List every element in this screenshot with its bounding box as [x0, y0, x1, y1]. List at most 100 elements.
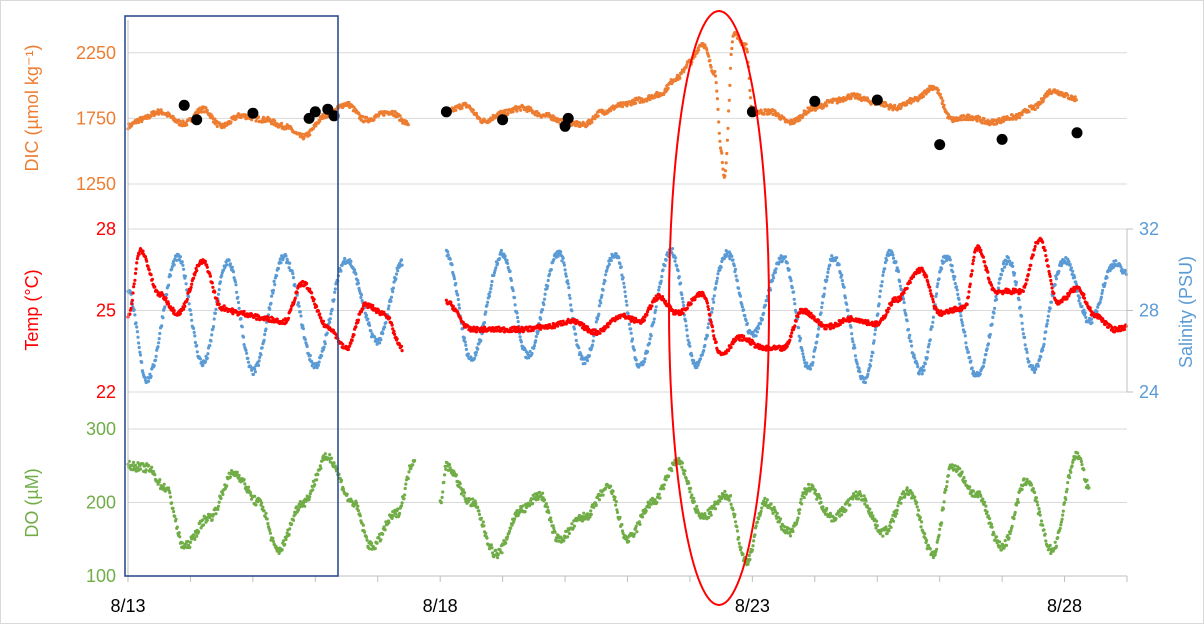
salinity-point — [1103, 281, 1107, 285]
salinity-point — [271, 291, 275, 295]
salinity-point — [279, 261, 283, 265]
temperature-point — [183, 304, 187, 308]
salinity-point — [198, 357, 202, 361]
salinity-point — [805, 361, 809, 365]
salinity-point — [487, 294, 492, 298]
salinity-point — [330, 307, 334, 311]
do-point — [356, 509, 360, 513]
salinity-point — [1010, 261, 1014, 265]
salinity-point — [230, 265, 234, 269]
dic-point — [715, 89, 719, 93]
do-point — [186, 539, 190, 544]
salinity-point — [740, 302, 744, 306]
dic-point — [921, 94, 926, 98]
salinity-point — [262, 338, 266, 342]
temperature-point — [708, 313, 712, 317]
salinity-point — [713, 286, 718, 290]
salinity-point — [158, 331, 162, 336]
temperature-point — [970, 269, 974, 273]
temperature-point — [132, 285, 136, 289]
do-point — [365, 538, 369, 542]
salinity-point — [605, 268, 609, 272]
do-point — [180, 541, 184, 545]
dic-point — [200, 110, 204, 114]
do-point — [382, 525, 386, 529]
salinity-point — [830, 254, 834, 258]
temperature-point — [645, 313, 649, 317]
temperature-point — [926, 283, 931, 287]
temperature-point — [785, 344, 789, 348]
salinity-point — [968, 355, 972, 359]
salinity-point — [273, 283, 277, 287]
do-point — [228, 475, 232, 479]
salinity-point — [476, 347, 480, 351]
salinity-point — [930, 325, 934, 329]
dic-point — [457, 103, 462, 107]
temperature-point — [459, 317, 463, 321]
do-point — [168, 495, 173, 499]
do-panel — [126, 450, 1091, 567]
salinity-point — [871, 341, 876, 345]
salinity-point — [201, 363, 205, 367]
salinity-point — [236, 300, 241, 305]
salinity-point — [621, 276, 625, 280]
temperature-point — [1048, 274, 1052, 278]
dic-point — [938, 92, 942, 96]
salinity-point — [670, 251, 674, 255]
salinity-point — [497, 257, 502, 261]
dic-point — [1020, 113, 1024, 117]
temperature-point — [606, 325, 610, 329]
temperature-point — [693, 298, 697, 302]
salinity-point — [898, 279, 902, 284]
do-point — [381, 532, 385, 536]
temperature-point — [1119, 328, 1123, 333]
salinity-point — [1095, 310, 1099, 314]
salinity-point — [579, 352, 583, 356]
temperature-point — [318, 312, 322, 316]
dic-point — [596, 114, 600, 118]
salinity-point — [816, 333, 820, 337]
salinity-point — [623, 290, 627, 294]
salinity-point — [624, 299, 628, 303]
salinity-point — [466, 352, 470, 356]
salinity-point — [339, 269, 343, 273]
salinity-point — [218, 280, 222, 284]
salinity-point — [160, 324, 164, 328]
do-point — [217, 500, 221, 504]
salinity-point — [996, 286, 1001, 290]
temperature-point — [711, 329, 715, 333]
salinity-point — [157, 337, 161, 341]
salinity-point — [316, 363, 320, 367]
temperature-point — [286, 316, 291, 320]
salinity-point — [1053, 283, 1057, 287]
dic-point — [1018, 116, 1022, 120]
salinity-point — [296, 301, 301, 305]
do-point — [162, 485, 166, 490]
salinity-point — [842, 285, 846, 289]
salinity-point — [1001, 269, 1005, 273]
salinity-point — [813, 346, 818, 350]
salinity-point — [1013, 271, 1017, 275]
dic-point — [1036, 105, 1040, 109]
salinity-point — [742, 308, 746, 312]
salinity-point — [464, 347, 468, 351]
salinity-point — [246, 356, 250, 360]
salinity-point — [853, 354, 858, 358]
salinity-point — [825, 278, 829, 282]
do-point — [319, 466, 323, 470]
salinity-point — [446, 253, 450, 257]
salinity-point — [452, 274, 456, 278]
temperature-point — [359, 310, 364, 314]
temperature-point — [968, 282, 972, 286]
salinity-point — [954, 285, 959, 289]
salinity-point — [680, 292, 684, 297]
salinity-point — [493, 268, 497, 272]
salinity-point — [509, 278, 513, 282]
salinity-point — [298, 310, 302, 314]
salinity-point — [619, 265, 623, 269]
temperature-point — [905, 286, 909, 290]
salinity-point — [264, 327, 268, 331]
salinity-point — [293, 284, 297, 288]
salinity-point — [1034, 367, 1038, 371]
salinity-point — [214, 307, 218, 311]
